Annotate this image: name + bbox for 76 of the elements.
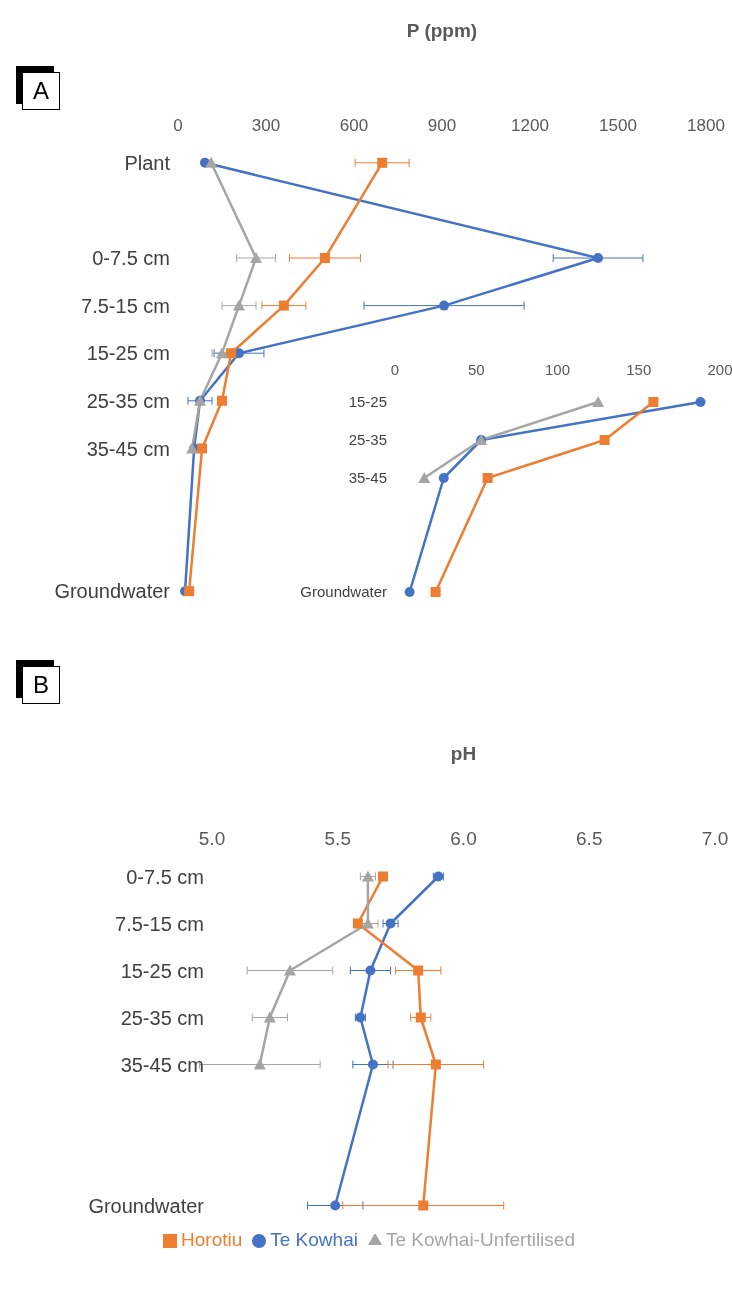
text: A bbox=[22, 72, 60, 110]
x-tick-label: 1500 bbox=[599, 116, 637, 135]
point bbox=[197, 443, 208, 454]
point bbox=[695, 397, 706, 407]
y-tick-label: 25-35 cm bbox=[86, 389, 170, 412]
x-tick-label: 1200 bbox=[511, 116, 549, 135]
point bbox=[367, 1059, 378, 1070]
x-tick-label: 5.0 bbox=[198, 828, 226, 849]
point bbox=[418, 472, 431, 483]
point bbox=[319, 253, 330, 263]
x-tick-label: 200 bbox=[707, 361, 732, 378]
y-tick-label: 35-45 cm bbox=[120, 1053, 204, 1076]
x-tick-label: 7.0 bbox=[701, 828, 729, 849]
point bbox=[592, 396, 605, 407]
y-tick-label: 7.5-15 cm bbox=[115, 912, 204, 935]
x-tick-label: 5.5 bbox=[324, 828, 351, 849]
point bbox=[250, 252, 263, 263]
y-tick-label: Groundwater bbox=[300, 583, 387, 601]
x-tick-label: 0 bbox=[173, 116, 183, 135]
x-tick-label: 300 bbox=[251, 116, 281, 135]
point bbox=[330, 1200, 341, 1211]
y-tick-label: 0-7.5 cm bbox=[126, 865, 204, 888]
x-tick-label: 600 bbox=[339, 116, 369, 135]
y-tick-label: 35-45 cm bbox=[86, 437, 170, 460]
point bbox=[216, 347, 228, 359]
point bbox=[184, 586, 195, 597]
point bbox=[438, 473, 449, 483]
point bbox=[593, 253, 604, 263]
point bbox=[599, 435, 610, 445]
point bbox=[253, 1058, 266, 1070]
y-tick-label: Plant bbox=[124, 151, 171, 174]
point bbox=[233, 299, 246, 311]
point bbox=[404, 587, 415, 597]
point bbox=[377, 157, 388, 168]
point bbox=[415, 1012, 426, 1023]
y-tick-label: Groundwater bbox=[88, 1194, 205, 1217]
legend-label: Te Kowhai-Unfertilised bbox=[385, 1229, 575, 1250]
x-tick-label: 0 bbox=[390, 361, 400, 378]
point bbox=[482, 473, 493, 483]
point bbox=[205, 156, 218, 168]
legend-label: Horotiu bbox=[181, 1229, 243, 1250]
y-tick-label: 15-25 bbox=[348, 393, 387, 411]
point bbox=[278, 300, 289, 311]
y-tick-label: 35-45 bbox=[348, 469, 387, 487]
y-tick-label: 15-25 cm bbox=[86, 342, 170, 365]
y-tick-label: 25-35 cm bbox=[120, 1006, 204, 1029]
point bbox=[418, 1200, 429, 1211]
y-tick-label: Groundwater bbox=[54, 580, 171, 603]
point bbox=[365, 965, 376, 976]
point bbox=[352, 918, 363, 929]
y-tick-label: 7.5-15 cm bbox=[81, 294, 170, 317]
point bbox=[263, 1011, 276, 1023]
x-axis-title: pH bbox=[449, 743, 478, 765]
legend-label: Te Kowhai bbox=[270, 1229, 358, 1250]
text: B bbox=[22, 666, 60, 704]
x-tick-label: 6.5 bbox=[576, 828, 603, 849]
point bbox=[430, 1059, 441, 1070]
x-tick-label: 150 bbox=[626, 361, 652, 378]
x-tick-label: 6.0 bbox=[450, 828, 477, 849]
x-axis-title: P (ppm) bbox=[405, 20, 479, 42]
point bbox=[439, 300, 450, 311]
point bbox=[217, 395, 227, 406]
x-tick-label: 100 bbox=[544, 361, 571, 378]
x-tick-label: 50 bbox=[467, 361, 485, 378]
x-tick-label: 900 bbox=[427, 116, 457, 135]
point bbox=[283, 964, 296, 976]
point bbox=[648, 397, 659, 407]
point bbox=[413, 965, 424, 976]
y-tick-label: 15-25 cm bbox=[120, 959, 204, 982]
point bbox=[430, 587, 441, 597]
y-tick-label: 0-7.5 cm bbox=[92, 247, 170, 270]
point bbox=[378, 871, 389, 882]
point bbox=[226, 348, 237, 359]
x-tick-label: 1800 bbox=[687, 116, 725, 135]
y-tick-label: 25-35 bbox=[348, 431, 387, 449]
point bbox=[385, 918, 396, 929]
